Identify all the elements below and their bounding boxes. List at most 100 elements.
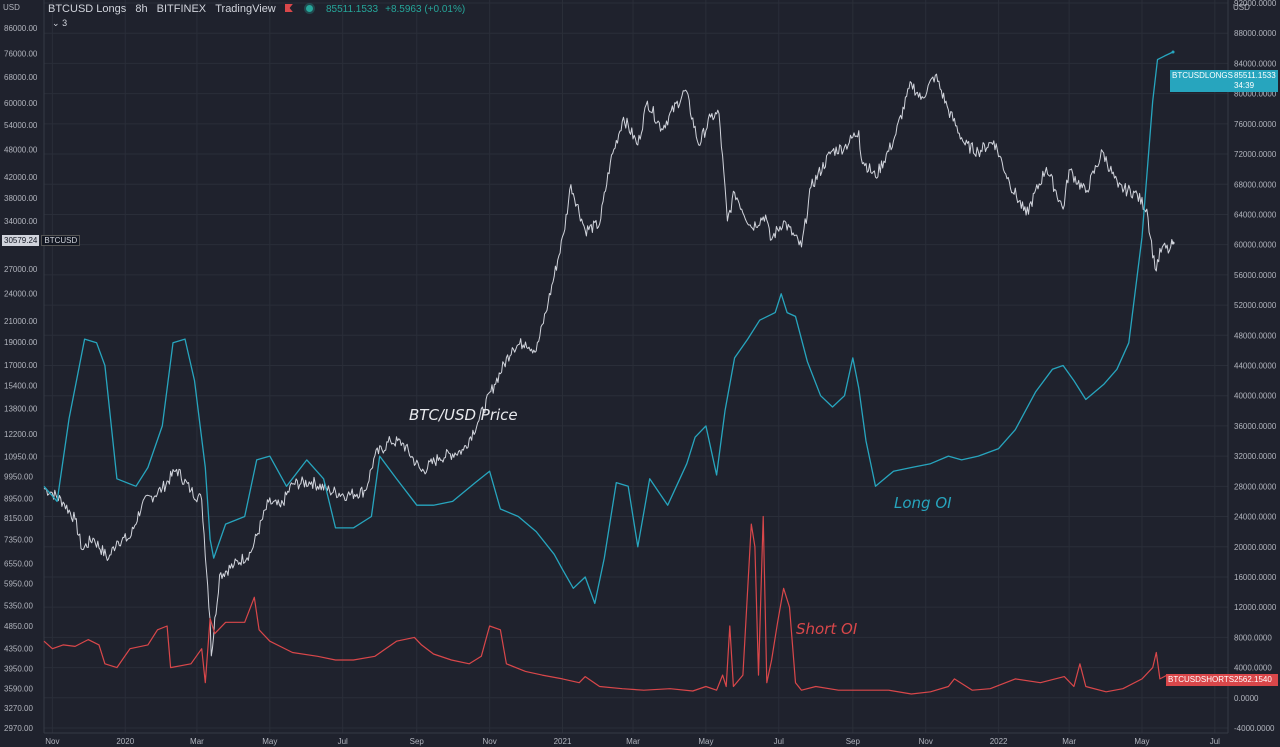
x-tick-label: 2021: [554, 737, 572, 746]
right-tick-label: 48000.0000: [1234, 331, 1277, 340]
x-axis-ticks: Nov 2020 Mar May Jul Sep Nov 2021 Mar May Jul Sep No…: [45, 737, 1220, 746]
left-tick-label: 3950.00: [4, 665, 33, 674]
right-tick-label: 40000.0000: [1234, 392, 1277, 401]
right-tick-label: -4000.0000: [1234, 724, 1275, 733]
right-tick-label: 8000.0000: [1234, 633, 1272, 642]
left-tick-label: 60000.00: [4, 99, 38, 108]
platform-label: TradingView: [215, 3, 276, 15]
left-tick-label: 12200.00: [4, 430, 38, 439]
chevron-down-icon: ⌄: [52, 18, 60, 28]
left-tick-label: 34000.00: [4, 217, 38, 226]
right-axis-ticks: 92000.0000 88000.0000 84000.0000 80000.0000…: [1234, 0, 1277, 733]
exchange-label: BITFINEX: [156, 3, 207, 15]
long-oi-annotation: Long OI: [894, 494, 952, 512]
longs-tag: BTCUSDLONGS 85511.1533 34:39: [1170, 70, 1278, 92]
x-tick-label: Nov: [45, 737, 59, 746]
x-tick-label: Sep: [846, 737, 861, 746]
right-tick-label: 12000.0000: [1234, 603, 1277, 612]
x-tick-label: May: [698, 737, 713, 746]
x-tick-label: May: [262, 737, 277, 746]
left-tick-label: 42000.00: [4, 173, 38, 182]
longs-tag-time: 34:39: [1234, 81, 1255, 90]
right-tick-label: 64000.0000: [1234, 210, 1277, 219]
shorts-tag-label: BTCUSDSHORTS: [1168, 675, 1235, 684]
chart-header: BTCUSD Longs 8h BITFINEX TradingView 855…: [48, 3, 465, 15]
x-tick-label: Nov: [483, 737, 497, 746]
last-value: 85511.1533: [325, 4, 379, 15]
left-tick-label: 8150.00: [4, 514, 33, 523]
series-line-btcusd: [43, 73, 1174, 657]
series-line-btcusdshorts: [43, 515, 1174, 695]
right-tick-label: 28000.0000: [1234, 482, 1277, 491]
x-tick-label: Mar: [190, 737, 204, 746]
x-tick-label: Jul: [1210, 737, 1220, 746]
series-line-btcusdlongs: [43, 51, 1174, 605]
right-tick-label: 92000.0000: [1234, 0, 1277, 8]
longs-tag-value: 85511.1533: [1234, 71, 1276, 80]
left-axis-ticks: 86000.00 76000.00 68000.00 60000.00 54000.00…: [4, 24, 38, 733]
left-tick-label: 48000.00: [4, 145, 38, 154]
left-tick-label: 5350.00: [4, 602, 33, 611]
right-tick-label: 0.0000: [1234, 694, 1259, 703]
left-currency-label: USD: [3, 3, 20, 12]
price-annotation: BTC/USD Price: [409, 406, 518, 424]
left-tick-label: 9950.00: [4, 473, 33, 482]
right-tick-label: 24000.0000: [1234, 513, 1277, 522]
x-tick-label: Nov: [919, 737, 933, 746]
right-tick-label: 88000.0000: [1234, 29, 1277, 38]
left-tick-label: 13800.00: [4, 405, 38, 414]
left-tick-label: 15400.00: [4, 382, 38, 391]
right-tick-label: 56000.0000: [1234, 271, 1277, 280]
flag-icon[interactable]: [284, 4, 293, 12]
axes: [43, 0, 1229, 734]
right-tick-label: 60000.0000: [1234, 241, 1277, 250]
left-tick-label: 24000.00: [4, 289, 38, 298]
x-tick-label: Mar: [626, 737, 640, 746]
x-tick-label: Mar: [1062, 737, 1076, 746]
shorts-tag: BTCUSDSHORTS 2562.1540: [1166, 674, 1278, 686]
right-tick-label: 80000.0000: [1234, 90, 1277, 99]
price-tag-value: 30579.24: [2, 235, 40, 246]
left-tick-label: 38000.00: [4, 194, 38, 203]
left-tick-label: 3270.00: [4, 704, 33, 713]
left-tick-label: 4350.00: [4, 645, 33, 654]
left-tick-label: 76000.00: [4, 50, 38, 59]
right-tick-label: 68000.0000: [1234, 180, 1277, 189]
series-group: [43, 50, 1175, 695]
x-tick-label: Jul: [774, 737, 784, 746]
left-tick-label: 7350.00: [4, 536, 33, 545]
left-tick-label: 21000.00: [4, 317, 38, 326]
left-tick-label: 54000.00: [4, 121, 38, 130]
x-tick-label: Sep: [410, 737, 425, 746]
price-tag: 30579.24 BTCUSD: [0, 235, 82, 247]
symbol-title[interactable]: BTCUSD Longs: [48, 3, 127, 15]
left-tick-label: 68000.00: [4, 73, 38, 82]
left-tick-label: 27000.00: [4, 265, 38, 274]
indicator-count: 3: [62, 18, 68, 28]
left-tick-label: 86000.00: [4, 24, 38, 33]
price-tag-label: BTCUSD: [41, 235, 81, 246]
indicators-toggle[interactable]: ⌄ 3: [52, 18, 67, 29]
right-tick-label: 32000.0000: [1234, 452, 1277, 461]
right-currency-label: USD: [1233, 3, 1250, 12]
short-oi-annotation: Short OI: [796, 620, 858, 638]
interval-label[interactable]: 8h: [135, 3, 148, 15]
longs-tag-label: BTCUSDLONGS: [1172, 71, 1233, 80]
right-tick-label: 84000.0000: [1234, 59, 1277, 68]
right-tick-label: 20000.0000: [1234, 543, 1277, 552]
right-tick-label: 76000.0000: [1234, 120, 1277, 129]
left-tick-label: 8950.00: [4, 495, 33, 504]
right-tick-label: 36000.0000: [1234, 422, 1277, 431]
x-tick-label: 2022: [990, 737, 1008, 746]
price-change: +8.5963 (+0.01%): [385, 4, 466, 15]
series-last-point: [1171, 50, 1175, 54]
right-tick-label: 44000.0000: [1234, 362, 1277, 371]
left-tick-label: 5950.00: [4, 579, 33, 588]
left-tick-label: 17000.00: [4, 361, 38, 370]
right-tick-label: 72000.0000: [1234, 150, 1277, 159]
x-tick-label: May: [1134, 737, 1149, 746]
right-tick-label: 52000.0000: [1234, 301, 1277, 310]
x-tick-label: 2020: [116, 737, 134, 746]
